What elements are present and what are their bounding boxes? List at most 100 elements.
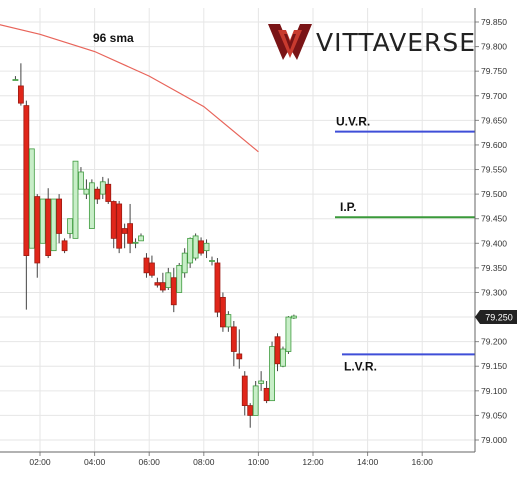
bull-candle xyxy=(88,179,95,229)
bull-candle xyxy=(28,148,35,249)
candle-body xyxy=(252,385,259,416)
bear-candle xyxy=(149,255,155,278)
annotations: 96 sma U.V.R. I.P. L.V.R. xyxy=(93,31,377,373)
candle-body xyxy=(258,380,265,384)
candle-body xyxy=(241,375,248,406)
bull-candle xyxy=(12,76,19,81)
bull-candle xyxy=(67,218,73,239)
candle-body xyxy=(116,203,123,249)
candle-body xyxy=(12,79,19,81)
candle-body xyxy=(17,85,24,104)
candle-body xyxy=(181,252,188,274)
bear-candle xyxy=(45,188,52,259)
bull-candle xyxy=(132,238,139,249)
bull-candle xyxy=(258,371,265,391)
bull-candle xyxy=(181,248,188,278)
bear-candle xyxy=(214,258,221,318)
candle-body xyxy=(220,296,226,328)
ip-level-label: I.P. xyxy=(340,200,356,214)
candle-body xyxy=(170,277,177,306)
bear-candle xyxy=(230,320,237,367)
candle-body xyxy=(192,235,199,259)
bull-candle xyxy=(225,311,232,332)
x-tick-label: 08:00 xyxy=(193,457,215,467)
y-tick-label: 79.850 xyxy=(481,17,507,27)
bear-candle xyxy=(143,253,150,278)
candle-body xyxy=(105,183,112,202)
bull-candle xyxy=(203,239,210,259)
bear-candle xyxy=(17,63,24,106)
bull-candle xyxy=(252,380,259,416)
candle-body xyxy=(143,257,150,274)
candle-body xyxy=(198,240,204,254)
bull-candle xyxy=(280,346,286,368)
bull-candle xyxy=(72,160,79,239)
candle-body xyxy=(45,198,52,256)
y-tick-label: 79.650 xyxy=(481,115,507,125)
bear-candle xyxy=(105,178,112,204)
bull-candle xyxy=(290,314,297,320)
y-tick-label: 79.050 xyxy=(481,410,507,420)
candle-body xyxy=(203,242,210,252)
candle-body xyxy=(225,314,232,328)
bull-candle xyxy=(285,316,292,354)
bear-candle xyxy=(23,100,30,310)
bear-candle xyxy=(274,333,281,372)
bear-candle xyxy=(220,292,226,332)
sma-line xyxy=(0,24,259,153)
candle-body xyxy=(34,196,41,264)
candle-body xyxy=(263,387,270,402)
bull-candle xyxy=(165,267,172,291)
bull-candle xyxy=(269,341,275,402)
current-price-label: 79.250 xyxy=(485,313,513,323)
candle-body xyxy=(214,262,221,313)
candle-body xyxy=(83,188,90,195)
x-tick-label: 16:00 xyxy=(412,457,434,467)
bull-candle xyxy=(39,198,46,244)
candle-body xyxy=(176,265,183,293)
bear-candle xyxy=(61,238,68,254)
candle-body xyxy=(94,188,101,200)
bull-candle xyxy=(99,176,106,200)
candle-body xyxy=(274,336,281,365)
sma-label: 96 sma xyxy=(93,31,134,45)
candle-body xyxy=(99,181,106,195)
bear-candle xyxy=(241,371,248,416)
y-tick-label: 79.700 xyxy=(481,91,507,101)
candle-body xyxy=(127,223,133,244)
x-tick-label: 06:00 xyxy=(139,457,161,467)
bear-candle xyxy=(34,194,41,278)
y-tick-label: 79.450 xyxy=(481,214,507,224)
candle-body xyxy=(247,405,254,416)
candle-body xyxy=(159,282,166,291)
bear-candle xyxy=(236,329,243,369)
grid xyxy=(0,8,475,452)
candle-body xyxy=(154,282,161,286)
sma-96-line xyxy=(0,24,259,153)
bull-candle xyxy=(209,256,215,266)
candle-body xyxy=(269,346,275,402)
candle-body xyxy=(236,353,243,360)
bear-candle xyxy=(159,272,166,293)
candle-body xyxy=(209,260,215,262)
candle-body xyxy=(290,315,297,319)
candle-body xyxy=(78,171,84,190)
x-tick-label: 12:00 xyxy=(302,457,324,467)
y-tick-label: 79.150 xyxy=(481,361,507,371)
candle-body xyxy=(61,240,68,252)
y-tick-label: 79.200 xyxy=(481,337,507,347)
bear-candle xyxy=(121,223,128,249)
bear-candle xyxy=(154,277,161,288)
candle-body xyxy=(165,272,172,288)
bull-candle xyxy=(138,233,144,242)
y-tick-label: 79.100 xyxy=(481,386,507,396)
candle-body xyxy=(121,228,128,234)
candle-body xyxy=(138,235,144,242)
x-tick-label: 14:00 xyxy=(357,457,379,467)
bull-candle xyxy=(192,233,199,261)
y-tick-label: 79.000 xyxy=(481,435,507,445)
candle-body xyxy=(72,160,79,239)
candle-body xyxy=(280,348,286,367)
bear-candle xyxy=(94,186,101,204)
y-tick-label: 79.500 xyxy=(481,189,507,199)
